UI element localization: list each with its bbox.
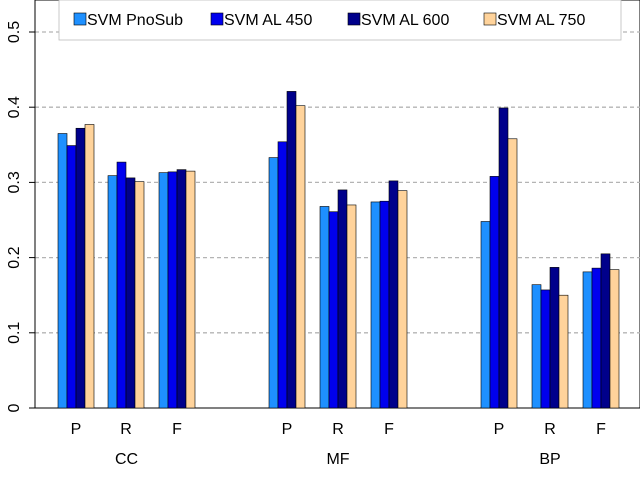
y-tick-label: 0.5 bbox=[6, 21, 23, 43]
x-tick-label: P bbox=[282, 421, 293, 438]
x-tick-label: F bbox=[172, 421, 182, 438]
bar-cc-p-series-4 bbox=[84, 124, 95, 409]
bar-cc-f-series-1 bbox=[158, 172, 169, 409]
bar-mf-r-series-2 bbox=[328, 211, 339, 409]
group-label: MF bbox=[326, 451, 349, 468]
x-tick-label: R bbox=[120, 421, 132, 438]
bar-cc-p-series-2 bbox=[66, 145, 77, 409]
legend-label: SVM AL 450 bbox=[224, 12, 312, 29]
bar-bp-r-series-3 bbox=[549, 267, 560, 409]
bar-bp-f-series-2 bbox=[591, 267, 602, 409]
y-tick-label: 0.4 bbox=[6, 96, 23, 118]
bar-mf-p-series-3 bbox=[286, 91, 297, 409]
legend-box bbox=[58, 0, 622, 41]
bar-mf-p-series-1 bbox=[268, 157, 279, 409]
bar-bp-p-series-4 bbox=[507, 138, 518, 409]
bar-bp-f-series-3 bbox=[600, 253, 611, 409]
bar-cc-p-series-1 bbox=[57, 133, 68, 409]
bar-cc-p-series-3 bbox=[75, 127, 86, 409]
bars bbox=[57, 91, 620, 409]
x-tick-label: R bbox=[544, 421, 556, 438]
group-label: BP bbox=[539, 451, 560, 468]
legend-swatch bbox=[73, 12, 87, 26]
x-tick-label: R bbox=[332, 421, 344, 438]
bar-bp-r-series-4 bbox=[558, 294, 569, 409]
bar-mf-p-series-4 bbox=[295, 105, 306, 409]
bar-cc-f-series-2 bbox=[167, 171, 178, 409]
legend-label: SVM AL 750 bbox=[497, 12, 585, 29]
legend-label: SVM AL 600 bbox=[361, 12, 449, 29]
y-tick-label: 0.1 bbox=[6, 322, 23, 344]
bar-bp-f-series-1 bbox=[582, 271, 593, 409]
legend-swatch bbox=[483, 12, 497, 26]
legend-swatch bbox=[347, 12, 361, 26]
x-tick-label: F bbox=[384, 421, 394, 438]
bar-mf-f-series-3 bbox=[388, 180, 399, 409]
bar-bp-r-series-2 bbox=[540, 289, 551, 409]
legend-label: SVM PnoSub bbox=[87, 12, 183, 29]
bar-bp-f-series-4 bbox=[609, 269, 620, 409]
bar-bp-p-series-3 bbox=[498, 107, 509, 409]
bar-mf-f-series-2 bbox=[379, 200, 390, 409]
bar-cc-f-series-4 bbox=[185, 170, 196, 409]
y-tick-label: 0.3 bbox=[6, 171, 23, 193]
legend-swatch bbox=[210, 12, 224, 26]
bar-mf-f-series-4 bbox=[397, 190, 408, 409]
bar-cc-r-series-1 bbox=[107, 175, 118, 409]
bar-cc-r-series-3 bbox=[125, 177, 136, 409]
bar-mf-f-series-1 bbox=[370, 201, 381, 409]
bar-bp-r-series-1 bbox=[531, 284, 542, 409]
y-axis: 0 0.1 0.2 0.3 0.4 0.5 bbox=[6, 0, 36, 412]
bar-bp-p-series-1 bbox=[480, 221, 491, 409]
x-tick-label: P bbox=[494, 421, 505, 438]
x-axis: P R F CC P R F MF P R F BP bbox=[71, 421, 606, 468]
y-tick-label: 0.2 bbox=[6, 246, 23, 268]
y-tick-label: 0 bbox=[6, 403, 23, 412]
bar-bp-p-series-2 bbox=[489, 176, 500, 409]
legend: SVM PnoSub SVM AL 450 SVM AL 600 SVM AL 750 bbox=[58, 0, 622, 41]
bar-cc-f-series-3 bbox=[176, 169, 187, 409]
bar-mf-r-series-3 bbox=[337, 189, 348, 409]
bar-cc-r-series-4 bbox=[134, 181, 145, 409]
bar-mf-r-series-4 bbox=[346, 204, 357, 409]
bar-cc-r-series-2 bbox=[116, 161, 127, 409]
x-tick-label: F bbox=[596, 421, 606, 438]
bar-mf-p-series-2 bbox=[277, 141, 288, 409]
bar-mf-r-series-1 bbox=[319, 206, 330, 409]
x-tick-label: P bbox=[71, 421, 82, 438]
group-label: CC bbox=[115, 451, 138, 468]
